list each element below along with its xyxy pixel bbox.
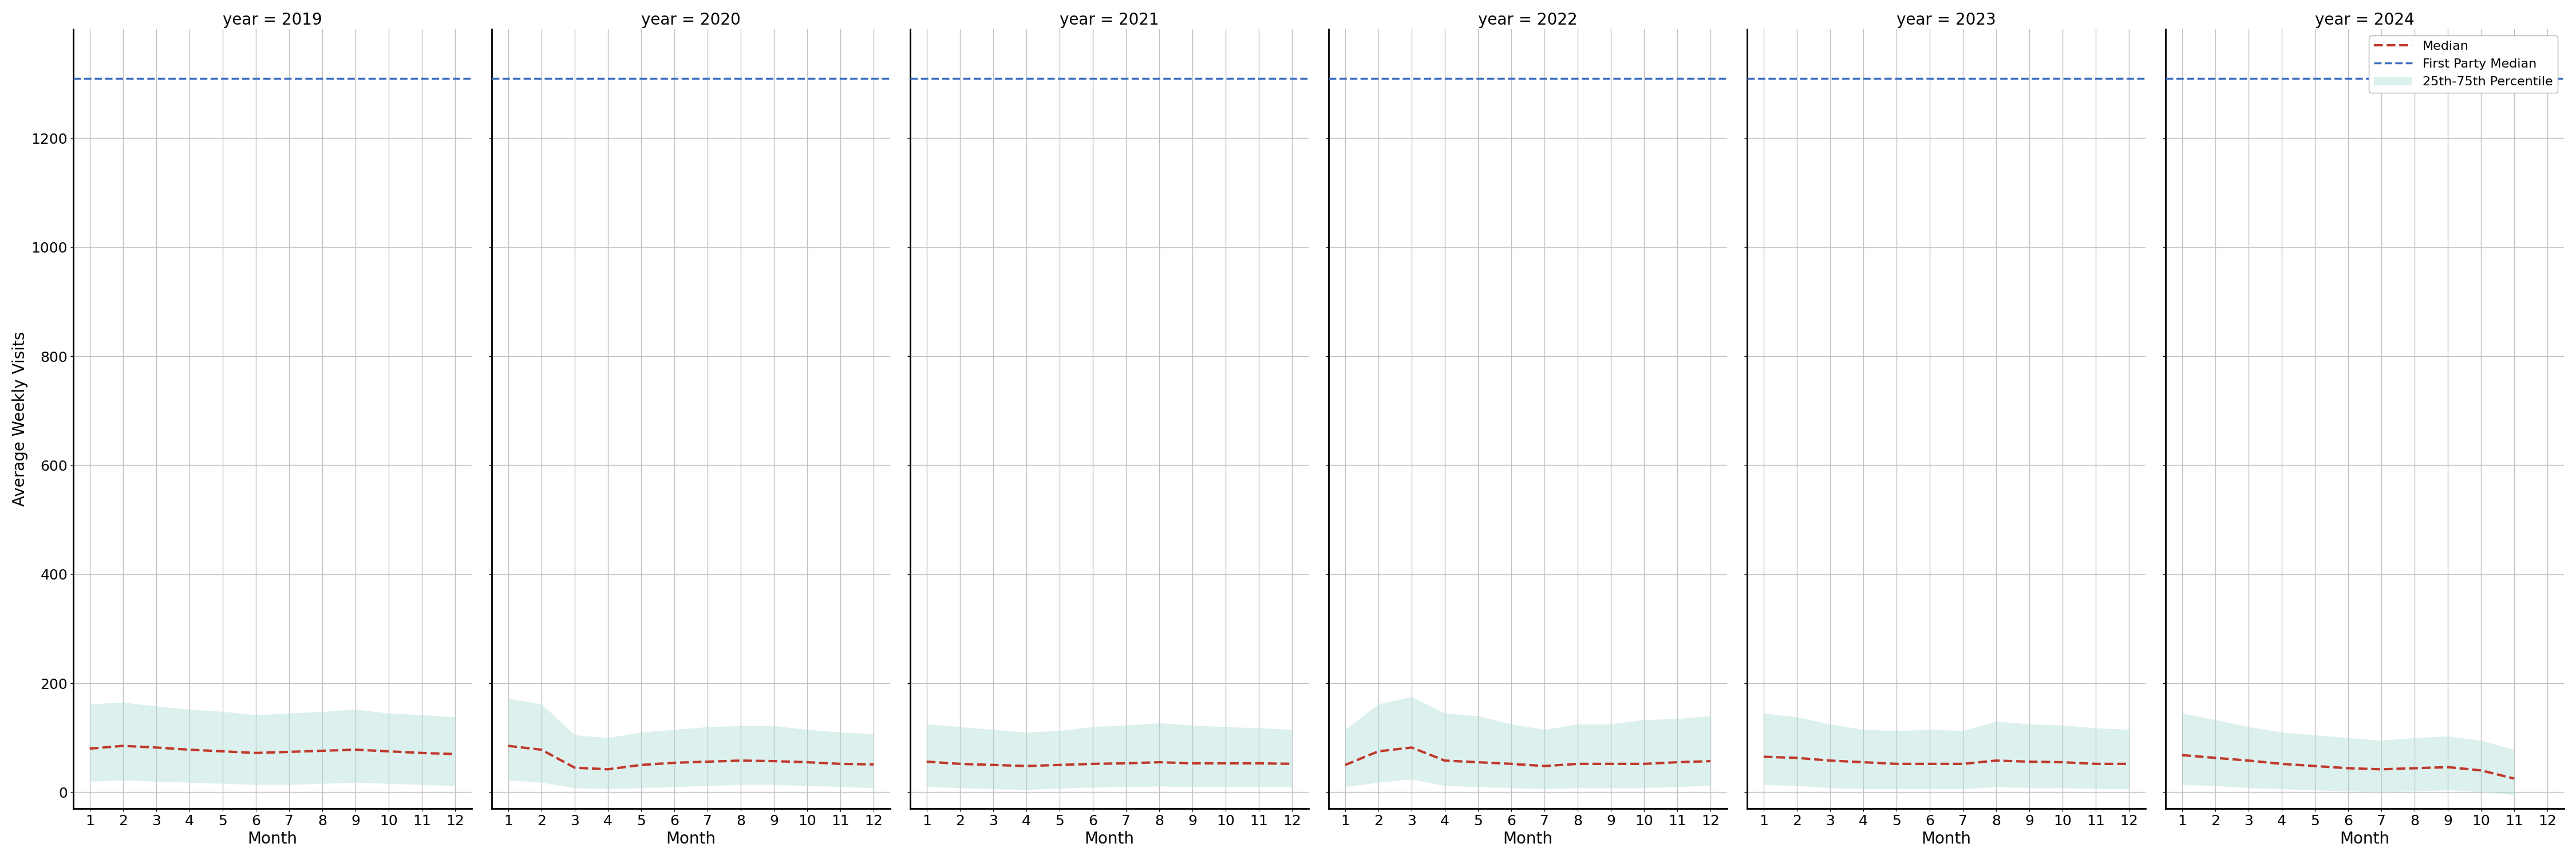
X-axis label: Month: Month <box>1084 831 1133 847</box>
X-axis label: Month: Month <box>1922 831 1971 847</box>
Title: year = 2024: year = 2024 <box>2316 12 2414 28</box>
Y-axis label: Average Weekly Visits: Average Weekly Visits <box>13 332 28 506</box>
X-axis label: Month: Month <box>1502 831 1553 847</box>
Title: year = 2023: year = 2023 <box>1896 12 1996 28</box>
Legend: Median, First Party Median, 25th-75th Percentile: Median, First Party Median, 25th-75th Pe… <box>2370 36 2558 93</box>
Title: year = 2021: year = 2021 <box>1059 12 1159 28</box>
Title: year = 2022: year = 2022 <box>1479 12 1577 28</box>
Title: year = 2019: year = 2019 <box>222 12 322 28</box>
X-axis label: Month: Month <box>247 831 296 847</box>
Title: year = 2020: year = 2020 <box>641 12 742 28</box>
X-axis label: Month: Month <box>667 831 716 847</box>
X-axis label: Month: Month <box>2339 831 2391 847</box>
